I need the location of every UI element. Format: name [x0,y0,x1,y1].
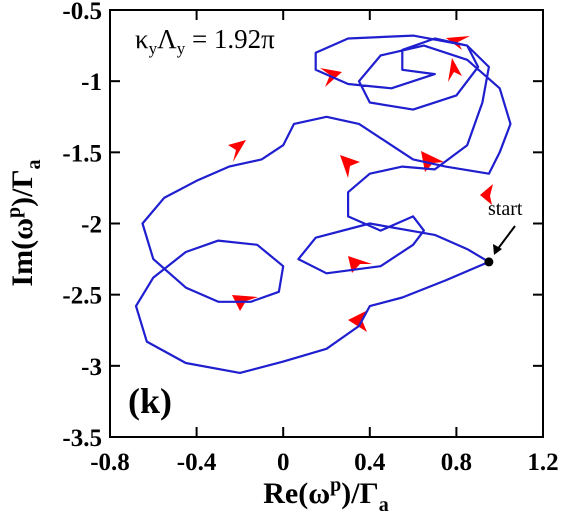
x-tick-label: -0.8 [90,449,130,476]
arrow [421,151,444,172]
annotation: κyΛy = 1.92π [135,24,275,58]
x-tick-label: 0.4 [354,449,386,476]
y-tick-label: -1.5 [62,140,102,167]
start-pointer-head [493,244,502,255]
y-tick-label: -0.5 [62,0,102,25]
arrow [232,295,258,311]
arrow [448,58,462,82]
y-tick-label: -3.5 [62,425,102,452]
x-tick-label: 0 [277,449,290,476]
x-axis-label: Re(ωp)/Γa [263,474,388,516]
arrow [348,310,368,332]
arrow [228,140,246,162]
x-tick-label: 0.8 [441,449,472,476]
start-pointer [496,225,516,251]
x-tick-label: -0.4 [177,449,217,476]
trajectory [134,34,512,374]
y-tick-label: -2.5 [62,283,102,310]
start-label: start [488,198,523,220]
x-tick-label: 1.2 [527,449,558,476]
arrow [480,184,493,205]
panel-label: (k) [128,381,172,421]
start-point [484,257,494,267]
y-tick-label: -3 [81,354,102,381]
y-tick-label: -2 [81,212,102,239]
arrow [340,155,360,178]
y-tick-label: -1 [81,69,102,96]
y-axis-label: Im(ωp)/Γa [3,159,45,286]
